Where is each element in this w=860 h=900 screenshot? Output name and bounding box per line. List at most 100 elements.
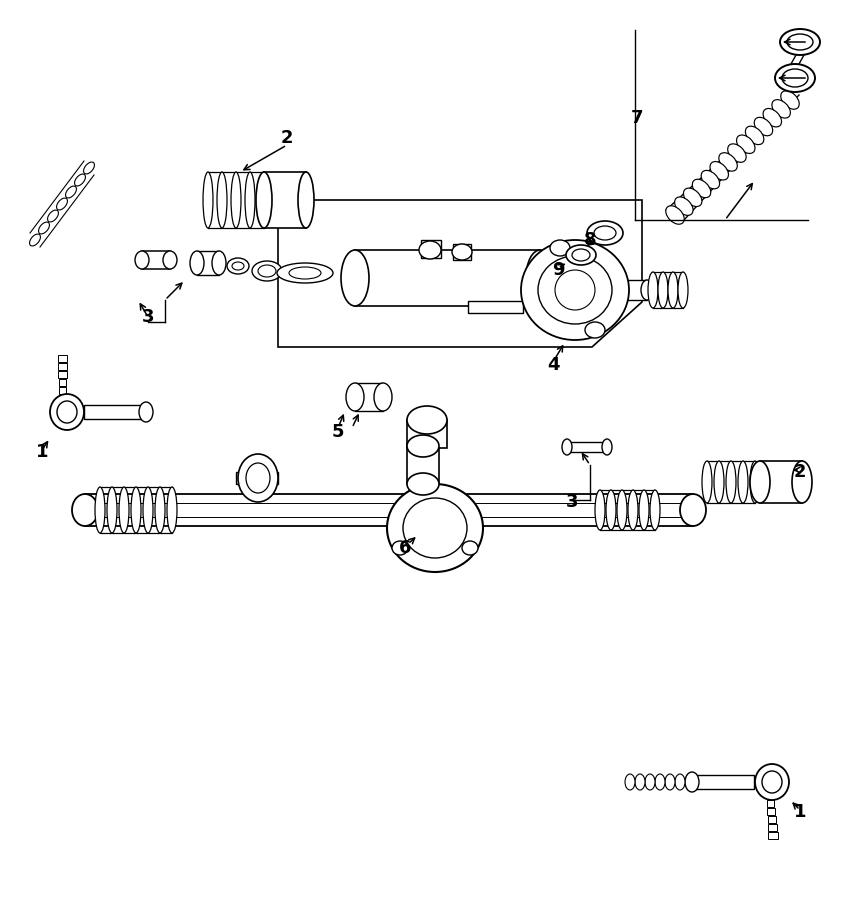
Ellipse shape [655, 774, 665, 790]
Ellipse shape [746, 126, 764, 145]
Text: 8: 8 [584, 231, 596, 249]
Text: 4: 4 [547, 356, 559, 374]
Bar [453, 244, 471, 260]
Ellipse shape [462, 541, 478, 555]
Ellipse shape [775, 64, 815, 92]
Ellipse shape [702, 461, 712, 503]
Bar [355, 383, 383, 411]
Polygon shape [278, 200, 642, 347]
Ellipse shape [392, 541, 408, 555]
Ellipse shape [763, 109, 782, 127]
Ellipse shape [256, 172, 272, 228]
Ellipse shape [203, 172, 213, 228]
Ellipse shape [566, 245, 596, 265]
Text: 7: 7 [630, 109, 643, 127]
Ellipse shape [678, 272, 688, 308]
Ellipse shape [407, 473, 439, 495]
Ellipse shape [719, 153, 737, 171]
Bar [264, 172, 306, 228]
Text: 3: 3 [142, 308, 154, 326]
Ellipse shape [107, 487, 117, 533]
Ellipse shape [231, 172, 241, 228]
Ellipse shape [792, 461, 812, 503]
Ellipse shape [258, 265, 276, 277]
Bar [58, 355, 67, 362]
Bar [142, 251, 170, 269]
Ellipse shape [346, 383, 364, 411]
Bar [58, 363, 67, 370]
Ellipse shape [341, 250, 369, 306]
Ellipse shape [526, 250, 554, 306]
Ellipse shape [29, 234, 40, 246]
Ellipse shape [407, 435, 439, 457]
Text: 2: 2 [794, 463, 807, 481]
Ellipse shape [602, 439, 612, 455]
Ellipse shape [452, 244, 472, 260]
Ellipse shape [625, 774, 635, 790]
Ellipse shape [155, 487, 165, 533]
Ellipse shape [587, 221, 623, 245]
Ellipse shape [641, 280, 653, 300]
Ellipse shape [668, 272, 678, 308]
Ellipse shape [139, 402, 153, 422]
Ellipse shape [50, 394, 84, 430]
Ellipse shape [167, 487, 177, 533]
Ellipse shape [685, 772, 699, 792]
Ellipse shape [750, 461, 770, 503]
Ellipse shape [83, 162, 95, 174]
Ellipse shape [227, 258, 249, 274]
Bar [355, 250, 540, 306]
Ellipse shape [572, 249, 590, 261]
Ellipse shape [57, 401, 77, 423]
Text: 1: 1 [794, 803, 807, 821]
Bar [692, 775, 754, 789]
Ellipse shape [680, 494, 706, 526]
Ellipse shape [57, 198, 67, 210]
Ellipse shape [374, 383, 392, 411]
Ellipse shape [246, 463, 270, 493]
Ellipse shape [163, 251, 177, 269]
Ellipse shape [648, 272, 658, 308]
Ellipse shape [407, 406, 447, 434]
Ellipse shape [131, 487, 141, 533]
Ellipse shape [538, 256, 612, 324]
Ellipse shape [232, 262, 244, 270]
Bar [760, 461, 802, 503]
Ellipse shape [750, 461, 760, 503]
Ellipse shape [217, 172, 227, 228]
Bar [625, 280, 647, 300]
Ellipse shape [555, 270, 595, 310]
Text: 9: 9 [552, 261, 564, 279]
Bar [767, 808, 775, 815]
Ellipse shape [595, 490, 605, 530]
Ellipse shape [135, 251, 149, 269]
Ellipse shape [550, 240, 570, 256]
Ellipse shape [65, 186, 77, 198]
Bar [768, 824, 777, 831]
Ellipse shape [728, 144, 746, 162]
Bar [407, 420, 447, 448]
Bar [58, 379, 66, 386]
Ellipse shape [692, 179, 710, 198]
Ellipse shape [714, 461, 724, 503]
Bar [84, 405, 146, 419]
Text: 6: 6 [399, 539, 411, 557]
Bar [59, 387, 66, 394]
Ellipse shape [585, 322, 605, 338]
Ellipse shape [666, 206, 685, 224]
Ellipse shape [650, 490, 660, 530]
Ellipse shape [238, 454, 278, 502]
Bar [197, 251, 219, 275]
Ellipse shape [755, 764, 789, 800]
Ellipse shape [419, 241, 441, 259]
Ellipse shape [617, 490, 627, 530]
Ellipse shape [72, 494, 98, 526]
Bar [421, 240, 441, 258]
Ellipse shape [787, 34, 813, 50]
Ellipse shape [645, 774, 655, 790]
Ellipse shape [245, 172, 255, 228]
Ellipse shape [403, 498, 467, 558]
Ellipse shape [701, 170, 720, 189]
Ellipse shape [190, 251, 204, 275]
Ellipse shape [665, 774, 675, 790]
